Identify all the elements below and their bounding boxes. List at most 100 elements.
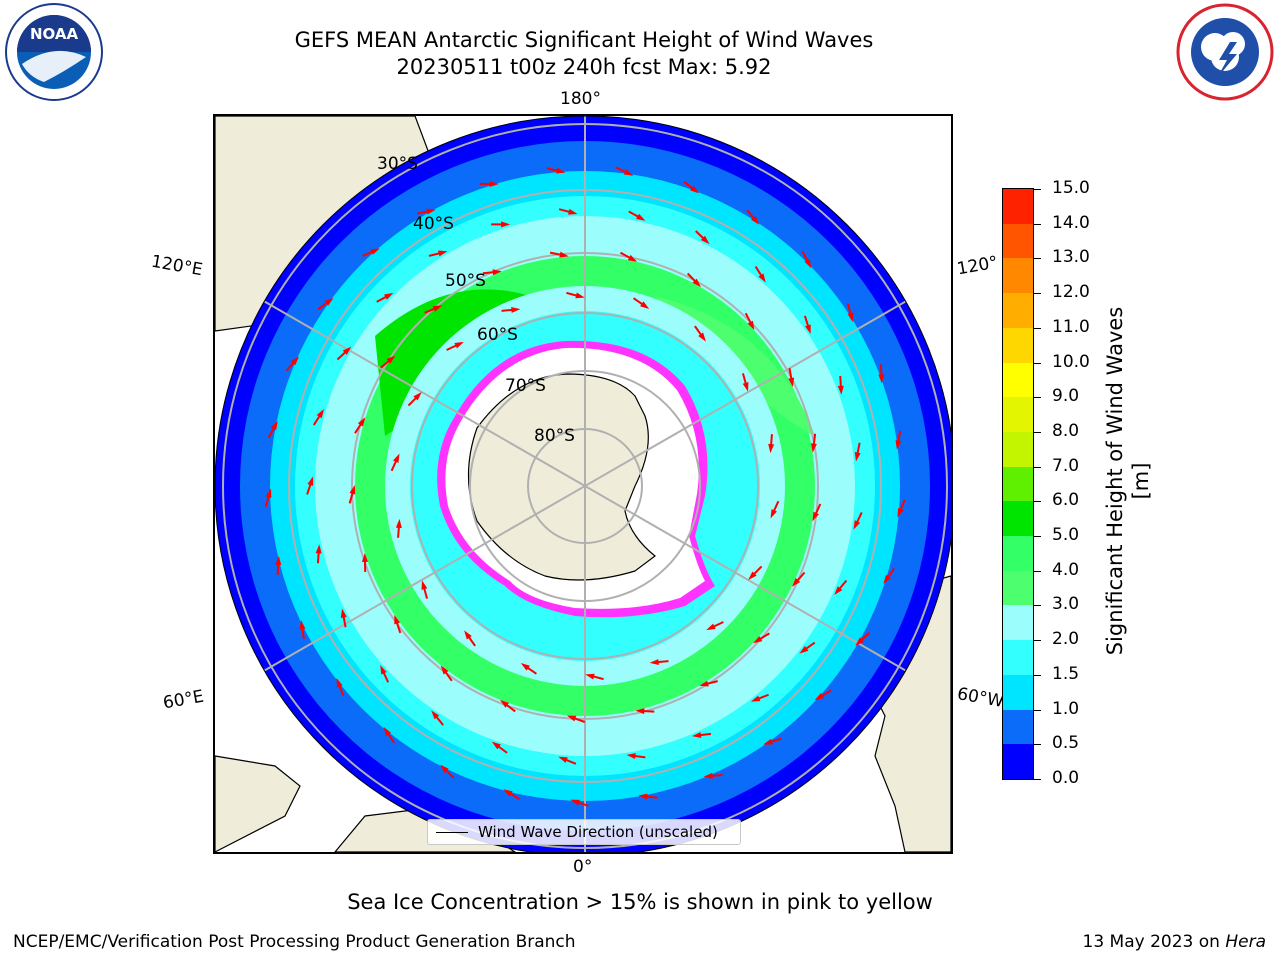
- colorbar-segment: [1003, 362, 1033, 398]
- footer-host: Hera: [1225, 932, 1266, 952]
- svg-text:NOAA: NOAA: [30, 25, 79, 43]
- colorbar-segment: [1003, 536, 1033, 571]
- wave-direction-arrowhead: [804, 258, 812, 269]
- lon-label-top: 180°: [560, 89, 601, 109]
- wave-direction-arrowhead: [570, 799, 581, 806]
- wave-direction-arrowhead: [431, 710, 440, 720]
- wave-direction-arrowhead: [568, 208, 578, 215]
- wave-direction-arrowhead: [315, 544, 322, 554]
- wave-direction-arrowhead: [770, 509, 777, 519]
- colorbar-tick-label: 0.0: [1052, 768, 1080, 788]
- colorbar-tick-mark: [1034, 362, 1041, 364]
- wave-direction-arrowhead: [748, 571, 757, 580]
- wave-direction-arrowhead: [814, 692, 824, 701]
- wave-direction-arrowhead: [810, 443, 817, 453]
- wave-direction-arrowhead: [324, 297, 334, 306]
- wave-direction-arrowhead: [492, 269, 502, 276]
- wave-direction-arrowhead: [384, 292, 394, 300]
- wave-direction-arrowhead: [636, 213, 646, 221]
- map-frame: 30°S 40°S 50°S 60°S 70°S 80°S: [213, 114, 953, 854]
- nws-logo: [1175, 2, 1275, 102]
- wave-direction-arrowhead: [626, 753, 636, 760]
- wave-direction-arrowhead: [370, 248, 380, 255]
- wave-direction-arrowhead: [316, 409, 325, 419]
- colorbar-tick-mark: [1034, 779, 1041, 780]
- wave-direction-arrowhead: [768, 443, 775, 454]
- wave-direction-arrowhead: [837, 385, 844, 395]
- colorbar-tick-label: 8.0: [1052, 420, 1080, 441]
- colorbar-tick-label: 13.0: [1052, 247, 1090, 268]
- wave-direction-arrowhead: [383, 726, 392, 737]
- wave-direction-arrowhead: [489, 181, 499, 187]
- wave-direction-arrowhead: [706, 623, 716, 631]
- colorbar-tick-mark: [1034, 327, 1041, 329]
- footer-date-text: 13 May 2023 on: [1082, 932, 1226, 952]
- wave-direction-arrowhead: [307, 476, 314, 486]
- colorbar-segment: [1003, 327, 1033, 363]
- colorbar-tick-mark: [1034, 189, 1041, 190]
- colorbar-tick-label: 3.0: [1052, 594, 1080, 615]
- wave-direction-arrowhead: [853, 520, 861, 530]
- colorbar-segment: [1003, 640, 1033, 675]
- wave-direction-arrowhead: [689, 185, 699, 194]
- wave-direction-arrowhead: [805, 324, 811, 334]
- lon-label-120w: 120°: [955, 252, 1000, 280]
- wave-direction-arrowhead: [395, 518, 402, 529]
- colorbar-segment: [1003, 605, 1033, 641]
- wave-direction-arrowhead: [847, 312, 854, 322]
- colorbar-tick-label: 11.0: [1052, 316, 1090, 337]
- lon-label-60w: 60°W: [955, 684, 1006, 712]
- wave-direction-arrowhead: [342, 346, 352, 355]
- colorbar-tick-mark: [1034, 466, 1041, 468]
- wave-direction-arrowhead: [742, 382, 749, 392]
- wave-direction-arrowhead: [500, 699, 510, 708]
- lat-label-40s: 40°S: [413, 214, 454, 234]
- wave-direction-arrowhead: [627, 254, 638, 262]
- wave-direction-arrowhead: [454, 341, 464, 349]
- chart-title: GEFS MEAN Antarctic Significant Height o…: [294, 28, 874, 52]
- wave-direction-arrowhead: [503, 789, 513, 797]
- noaa-logo: NOAA: [4, 2, 104, 102]
- colorbar-tick-label: 6.0: [1052, 490, 1080, 511]
- wave-direction-arrowhead: [635, 708, 645, 715]
- colorbar-tick-label: 14.0: [1052, 212, 1090, 233]
- wave-direction-arrowhead: [854, 452, 861, 462]
- wave-direction-arrowhead: [703, 772, 713, 779]
- colorbar-tick-mark: [1034, 709, 1041, 711]
- africa-land: [215, 755, 301, 852]
- wave-direction-arrowhead: [698, 332, 706, 342]
- colorbar-tick-label: 5.0: [1052, 525, 1080, 546]
- wave-direction-arrowhead: [878, 374, 885, 384]
- colorbar-segment: [1003, 431, 1033, 467]
- wave-direction-arrowhead: [699, 680, 709, 687]
- colorbar-tick-mark: [1034, 293, 1041, 295]
- wave-direction-arrowhead: [692, 278, 701, 288]
- footer-credit: NCEP/EMC/Verification Post Processing Pr…: [13, 932, 576, 952]
- wave-direction-arrowhead: [758, 273, 766, 283]
- wave-direction-arrowhead: [812, 511, 819, 522]
- colorbar-segment: [1003, 501, 1033, 537]
- colorbar-tick-label: 1.0: [1052, 698, 1080, 719]
- colorbar-tick-mark: [1034, 605, 1041, 607]
- lat-label-70s: 70°S: [505, 376, 546, 396]
- wave-direction-arrowhead: [751, 215, 760, 225]
- lat-label-80s: 80°S: [534, 426, 575, 446]
- legend-line-icon: [436, 832, 468, 833]
- wave-direction-arrowhead: [275, 555, 282, 566]
- colorbar-tick-mark: [1034, 431, 1041, 433]
- wave-direction-arrowhead: [692, 732, 702, 739]
- wave-direction-arrowhead: [753, 636, 763, 644]
- wave-direction-arrowhead: [340, 608, 347, 618]
- wave-direction-arrowhead: [750, 695, 761, 702]
- wave-direction-arrowhead: [623, 169, 634, 176]
- colorbar-segment: [1003, 293, 1033, 328]
- wave-direction-arrowhead: [501, 221, 511, 228]
- wave-direction-arrowhead: [336, 678, 343, 688]
- colorbar-label: Significant Height of Wind Waves [m]: [1103, 306, 1153, 656]
- wave-direction-arrowhead: [440, 764, 449, 774]
- wave-direction-arrowhead: [437, 250, 448, 257]
- wave-direction-arrowhead: [357, 417, 366, 427]
- colorbar-tick-mark: [1034, 570, 1041, 572]
- lat-label-60s: 60°S: [477, 325, 518, 345]
- wave-direction-arrowhead: [464, 630, 472, 640]
